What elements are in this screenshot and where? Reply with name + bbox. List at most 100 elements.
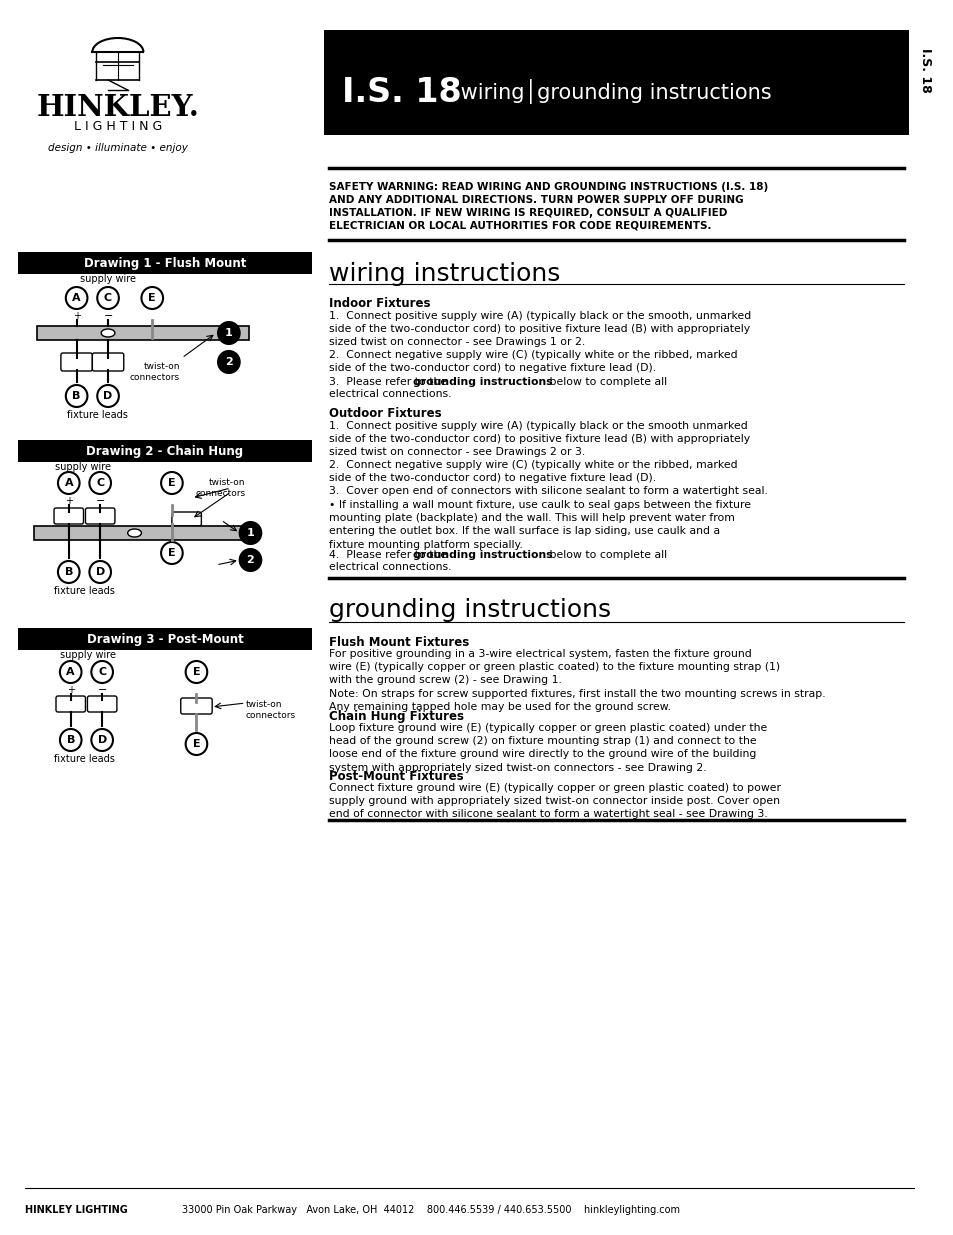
Text: 2: 2 <box>225 357 233 367</box>
Text: C: C <box>96 478 104 488</box>
FancyBboxPatch shape <box>18 440 312 462</box>
Text: fixture leads: fixture leads <box>67 410 128 420</box>
Circle shape <box>91 729 112 751</box>
Text: 2.  Connect negative supply wire (C) (typically white or the ribbed, marked
side: 2. Connect negative supply wire (C) (typ… <box>329 350 737 373</box>
Text: electrical connections.: electrical connections. <box>329 562 451 572</box>
FancyBboxPatch shape <box>61 353 92 370</box>
Text: Connect fixture ground wire (E) (typically copper or green plastic coated) to po: Connect fixture ground wire (E) (typical… <box>329 783 781 819</box>
Circle shape <box>60 729 81 751</box>
Circle shape <box>90 472 111 494</box>
Text: A: A <box>65 478 73 488</box>
Text: design • illuminate • enjoy: design • illuminate • enjoy <box>48 143 188 153</box>
FancyBboxPatch shape <box>88 697 117 713</box>
Ellipse shape <box>101 329 114 337</box>
Text: 2.  Connect negative supply wire (C) (typically white or the ribbed, marked
side: 2. Connect negative supply wire (C) (typ… <box>329 459 737 483</box>
Text: E: E <box>193 739 200 748</box>
Text: D: D <box>95 567 105 577</box>
Text: For positive grounding in a 3-wire electrical system, fasten the fixture ground
: For positive grounding in a 3-wire elect… <box>329 650 825 711</box>
Text: twist-on
connectors: twist-on connectors <box>130 362 179 382</box>
Text: HINKLEY LIGHTING: HINKLEY LIGHTING <box>25 1205 127 1215</box>
Text: supply wire: supply wire <box>55 462 112 472</box>
Text: 1.  Connect positive supply wire (A) (typically black or the smooth unmarked
sid: 1. Connect positive supply wire (A) (typ… <box>329 421 749 457</box>
Text: B: B <box>67 735 75 745</box>
FancyBboxPatch shape <box>34 526 245 540</box>
Text: C: C <box>98 667 106 677</box>
Text: grounding instructions: grounding instructions <box>412 550 552 559</box>
Text: 2: 2 <box>246 555 254 564</box>
FancyBboxPatch shape <box>180 698 212 714</box>
Text: −: − <box>103 311 112 321</box>
Text: wiring instructions: wiring instructions <box>329 262 559 287</box>
Text: 1.  Connect positive supply wire (A) (typically black or the smooth, unmarked
si: 1. Connect positive supply wire (A) (typ… <box>329 311 751 347</box>
Text: Outdoor Fixtures: Outdoor Fixtures <box>329 408 441 420</box>
Circle shape <box>97 287 119 309</box>
Text: below to complete all: below to complete all <box>545 377 666 387</box>
Text: I.S. 18: I.S. 18 <box>341 75 461 109</box>
Circle shape <box>141 287 163 309</box>
Text: E: E <box>149 293 156 303</box>
FancyBboxPatch shape <box>56 697 86 713</box>
Text: twist-on
connectors: twist-on connectors <box>195 478 245 498</box>
Circle shape <box>161 472 183 494</box>
Circle shape <box>58 472 79 494</box>
Text: SAFETY WARNING: READ WIRING AND GROUNDING INSTRUCTIONS (I.S. 18): SAFETY WARNING: READ WIRING AND GROUNDIN… <box>329 182 767 191</box>
Text: • If installing a wall mount fixture, use caulk to seal gaps between the fixture: • If installing a wall mount fixture, us… <box>329 500 750 550</box>
Text: A: A <box>72 293 81 303</box>
Text: ELECTRICIAN OR LOCAL AUTHORITIES FOR CODE REQUIREMENTS.: ELECTRICIAN OR LOCAL AUTHORITIES FOR COD… <box>329 221 711 231</box>
Circle shape <box>60 661 81 683</box>
Text: I.S. 18: I.S. 18 <box>918 48 931 93</box>
Circle shape <box>218 351 239 373</box>
Circle shape <box>239 522 261 543</box>
Text: L I G H T I N G: L I G H T I N G <box>73 120 162 132</box>
Text: electrical connections.: electrical connections. <box>329 389 451 399</box>
Text: supply wire: supply wire <box>60 650 116 659</box>
Text: Chain Hung Fixtures: Chain Hung Fixtures <box>329 710 463 722</box>
Text: 3.  Please refer to the: 3. Please refer to the <box>329 377 450 387</box>
Circle shape <box>218 322 239 345</box>
Text: Flush Mount Fixtures: Flush Mount Fixtures <box>329 636 469 650</box>
Text: Loop fixture ground wire (E) (typically copper or green plastic coated) under th: Loop fixture ground wire (E) (typically … <box>329 722 766 773</box>
FancyBboxPatch shape <box>172 513 201 526</box>
Text: +: + <box>67 685 74 695</box>
Text: +: + <box>65 496 72 506</box>
Circle shape <box>186 661 207 683</box>
Circle shape <box>91 661 112 683</box>
FancyBboxPatch shape <box>324 30 907 135</box>
Text: 33000 Pin Oak Parkway   Avon Lake, OH  44012    800.446.5539 / 440.653.5500    h: 33000 Pin Oak Parkway Avon Lake, OH 4401… <box>181 1205 679 1215</box>
Circle shape <box>239 550 261 571</box>
Circle shape <box>161 542 183 564</box>
Circle shape <box>66 385 88 408</box>
Text: E: E <box>193 667 200 677</box>
FancyBboxPatch shape <box>18 252 312 274</box>
Text: B: B <box>65 567 72 577</box>
Text: 4.  Please refer to the: 4. Please refer to the <box>329 550 450 559</box>
Text: INSTALLATION. IF NEW WIRING IS REQUIRED, CONSULT A QUALIFIED: INSTALLATION. IF NEW WIRING IS REQUIRED,… <box>329 207 727 219</box>
Text: grounding instructions: grounding instructions <box>412 377 552 387</box>
FancyBboxPatch shape <box>92 353 124 370</box>
Text: −: − <box>95 496 105 506</box>
Text: B: B <box>72 391 81 401</box>
Text: 3.  Cover open end of connectors with silicone sealant to form a watertight seal: 3. Cover open end of connectors with sil… <box>329 487 767 496</box>
Text: Drawing 3 - Post-Mount: Drawing 3 - Post-Mount <box>87 632 243 646</box>
Circle shape <box>66 287 88 309</box>
FancyBboxPatch shape <box>18 629 312 650</box>
Text: Drawing 1 - Flush Mount: Drawing 1 - Flush Mount <box>84 257 246 269</box>
Text: Indoor Fixtures: Indoor Fixtures <box>329 296 430 310</box>
Text: 1: 1 <box>246 529 254 538</box>
Circle shape <box>97 385 119 408</box>
Circle shape <box>90 561 111 583</box>
Text: Post-Mount Fixtures: Post-Mount Fixtures <box>329 769 463 783</box>
FancyBboxPatch shape <box>86 508 114 524</box>
Text: twist-on
connectors: twist-on connectors <box>245 700 295 720</box>
Text: fixture leads: fixture leads <box>54 755 114 764</box>
Text: E: E <box>168 478 175 488</box>
Text: A: A <box>67 667 75 677</box>
Circle shape <box>58 561 79 583</box>
Text: grounding instructions: grounding instructions <box>329 598 611 622</box>
Text: supply wire: supply wire <box>80 274 136 284</box>
Ellipse shape <box>128 529 141 537</box>
Text: Drawing 2 - Chain Hung: Drawing 2 - Chain Hung <box>87 445 243 457</box>
Text: E: E <box>168 548 175 558</box>
Text: below to complete all: below to complete all <box>545 550 666 559</box>
Text: AND ANY ADDITIONAL DIRECTIONS. TURN POWER SUPPLY OFF DURING: AND ANY ADDITIONAL DIRECTIONS. TURN POWE… <box>329 195 743 205</box>
